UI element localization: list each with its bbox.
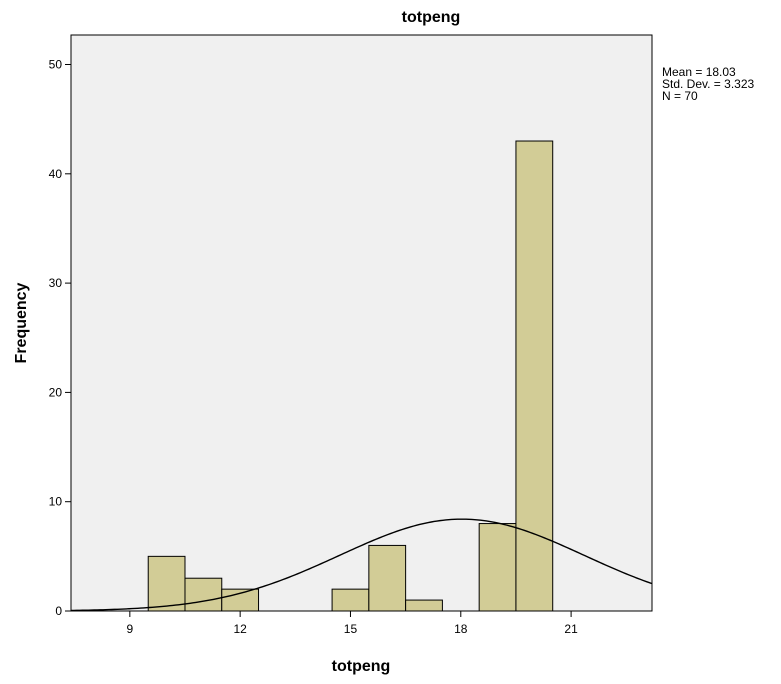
histogram-bar-6: [478, 523, 517, 612]
x-tick-label: 12: [233, 622, 247, 636]
histogram-bar-1: [184, 577, 223, 612]
mean-label: Mean = 18.03: [662, 65, 736, 79]
stats-legend: Mean = 18.03 Std. Dev. = 3.323 N = 70: [662, 66, 754, 102]
y-tick-label: 40: [49, 167, 63, 181]
y-tick-label: 50: [49, 58, 63, 72]
histogram-bar-4: [368, 544, 407, 612]
bars-group: [147, 140, 554, 612]
y-axis-label: Frequency: [13, 282, 30, 363]
y-tick-label: 20: [49, 385, 63, 399]
histogram-bar-7: [515, 140, 554, 612]
chart-title: totpeng: [402, 9, 461, 26]
normal-curve: [70, 518, 653, 612]
histogram-bar-3: [331, 588, 370, 612]
x-tick-label: 21: [564, 622, 578, 636]
y-tick-label: 30: [49, 276, 63, 290]
x-tick-label: 9: [126, 622, 133, 636]
y-tick-label: 0: [55, 604, 62, 618]
x-tick-label: 15: [344, 622, 358, 636]
y-tick-label: 10: [49, 495, 63, 509]
n-label: N = 70: [662, 89, 698, 103]
x-tick-label: 18: [454, 622, 468, 636]
x-axis-label: totpeng: [332, 658, 391, 675]
plot-area: [70, 34, 653, 612]
histogram-bar-0: [147, 555, 186, 612]
std-dev-label: Std. Dev. = 3.323: [662, 77, 755, 91]
y-axis: 0 10 20 30 40 50: [49, 58, 71, 618]
histogram-bar-5: [405, 599, 443, 612]
x-axis: 9 12 15 18 21: [126, 611, 578, 636]
histogram-bar-2: [221, 588, 260, 612]
